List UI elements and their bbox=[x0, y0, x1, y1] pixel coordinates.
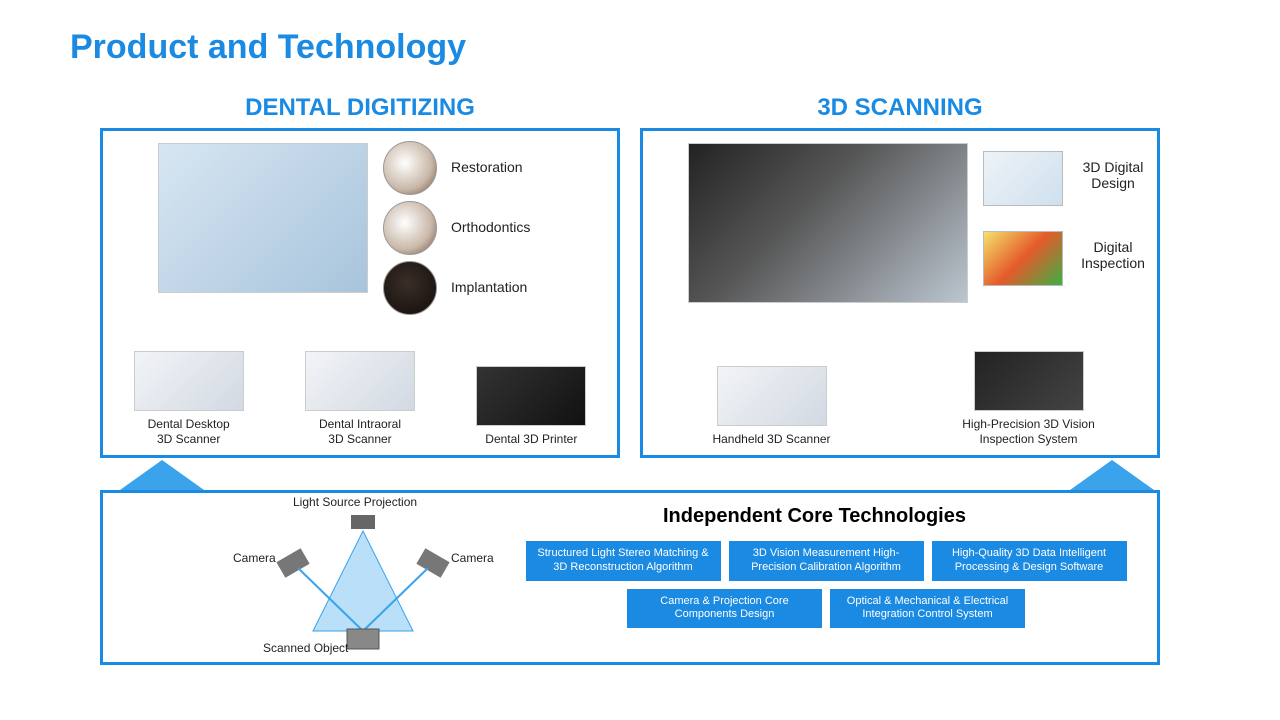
arrow-right-icon bbox=[1070, 460, 1154, 490]
tech-grid: Structured Light Stereo Matching & 3D Re… bbox=[513, 541, 1139, 628]
product-label: Handheld 3D Scanner bbox=[662, 432, 882, 447]
scanning-product-row: Handheld 3D Scanner High-Precision 3D Vi… bbox=[643, 351, 1157, 447]
feature-restoration: Restoration bbox=[451, 159, 523, 175]
product-handheld-scanner: Handheld 3D Scanner bbox=[662, 366, 882, 447]
product-image bbox=[134, 351, 244, 411]
tech-box: High-Quality 3D Data Intelligent Process… bbox=[932, 541, 1127, 581]
arrow-left-icon bbox=[120, 460, 204, 490]
scanning-panel: 3D Digital Design Digital Inspection Han… bbox=[640, 128, 1160, 458]
product-label: High-Precision 3D Vision Inspection Syst… bbox=[919, 417, 1139, 447]
orthodontics-icon bbox=[383, 201, 437, 255]
dental-hero-image bbox=[158, 143, 368, 293]
product-dental-intraoral: Dental Intraoral 3D Scanner bbox=[280, 351, 440, 447]
core-tech-heading: Independent Core Technologies bbox=[663, 505, 966, 528]
product-image bbox=[974, 351, 1084, 411]
dental-panel: Restoration Orthodontics Implantation De… bbox=[100, 128, 620, 458]
core-tech-panel: Light Source Projection Camera Camera Sc… bbox=[100, 490, 1160, 665]
scanner-diagram-icon bbox=[243, 513, 483, 653]
product-label: Dental Desktop 3D Scanner bbox=[109, 417, 269, 447]
diagram-camera-left-label: Camera bbox=[233, 551, 276, 565]
feature-digital-inspection: Digital Inspection bbox=[1073, 239, 1153, 271]
restoration-icon bbox=[383, 141, 437, 195]
product-label: Dental 3D Printer bbox=[451, 432, 611, 447]
diagram-object-label: Scanned Object bbox=[263, 641, 348, 655]
product-image bbox=[717, 366, 827, 426]
scanning-hero-image bbox=[688, 143, 968, 303]
dental-product-row: Dental Desktop 3D Scanner Dental Intraor… bbox=[103, 351, 617, 447]
product-dental-desktop: Dental Desktop 3D Scanner bbox=[109, 351, 269, 447]
product-image bbox=[305, 351, 415, 411]
feature-digital-design: 3D Digital Design bbox=[1073, 159, 1153, 191]
product-label: Dental Intraoral 3D Scanner bbox=[280, 417, 440, 447]
diagram-camera-right-label: Camera bbox=[451, 551, 494, 565]
dental-heading: DENTAL DIGITIZING bbox=[100, 94, 620, 122]
page-title: Product and Technology bbox=[70, 28, 466, 67]
digital-inspection-icon bbox=[983, 231, 1063, 286]
tech-box: Optical & Mechanical & Electrical Integr… bbox=[830, 589, 1025, 629]
diagram-light-source-label: Light Source Projection bbox=[293, 495, 417, 509]
digital-design-icon bbox=[983, 151, 1063, 206]
tech-box: Camera & Projection Core Components Desi… bbox=[627, 589, 822, 629]
tech-box: Structured Light Stereo Matching & 3D Re… bbox=[526, 541, 721, 581]
tech-box: 3D Vision Measurement High-Precision Cal… bbox=[729, 541, 924, 581]
feature-orthodontics: Orthodontics bbox=[451, 219, 530, 235]
product-vision-inspection: High-Precision 3D Vision Inspection Syst… bbox=[919, 351, 1139, 447]
implantation-icon bbox=[383, 261, 437, 315]
product-dental-printer: Dental 3D Printer bbox=[451, 366, 611, 447]
scanning-heading: 3D SCANNING bbox=[640, 94, 1160, 122]
feature-implantation: Implantation bbox=[451, 279, 527, 295]
product-image bbox=[476, 366, 586, 426]
